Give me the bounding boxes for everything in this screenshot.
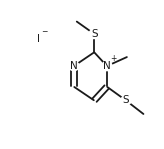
Text: I: I <box>37 34 40 44</box>
Text: N: N <box>103 61 111 71</box>
Text: S: S <box>91 29 98 39</box>
Circle shape <box>121 96 131 105</box>
Circle shape <box>69 62 79 71</box>
Circle shape <box>102 62 112 71</box>
Text: S: S <box>123 96 129 105</box>
Text: −: − <box>42 27 48 36</box>
Text: N: N <box>70 61 78 71</box>
Circle shape <box>89 29 99 39</box>
Text: +: + <box>110 54 117 63</box>
